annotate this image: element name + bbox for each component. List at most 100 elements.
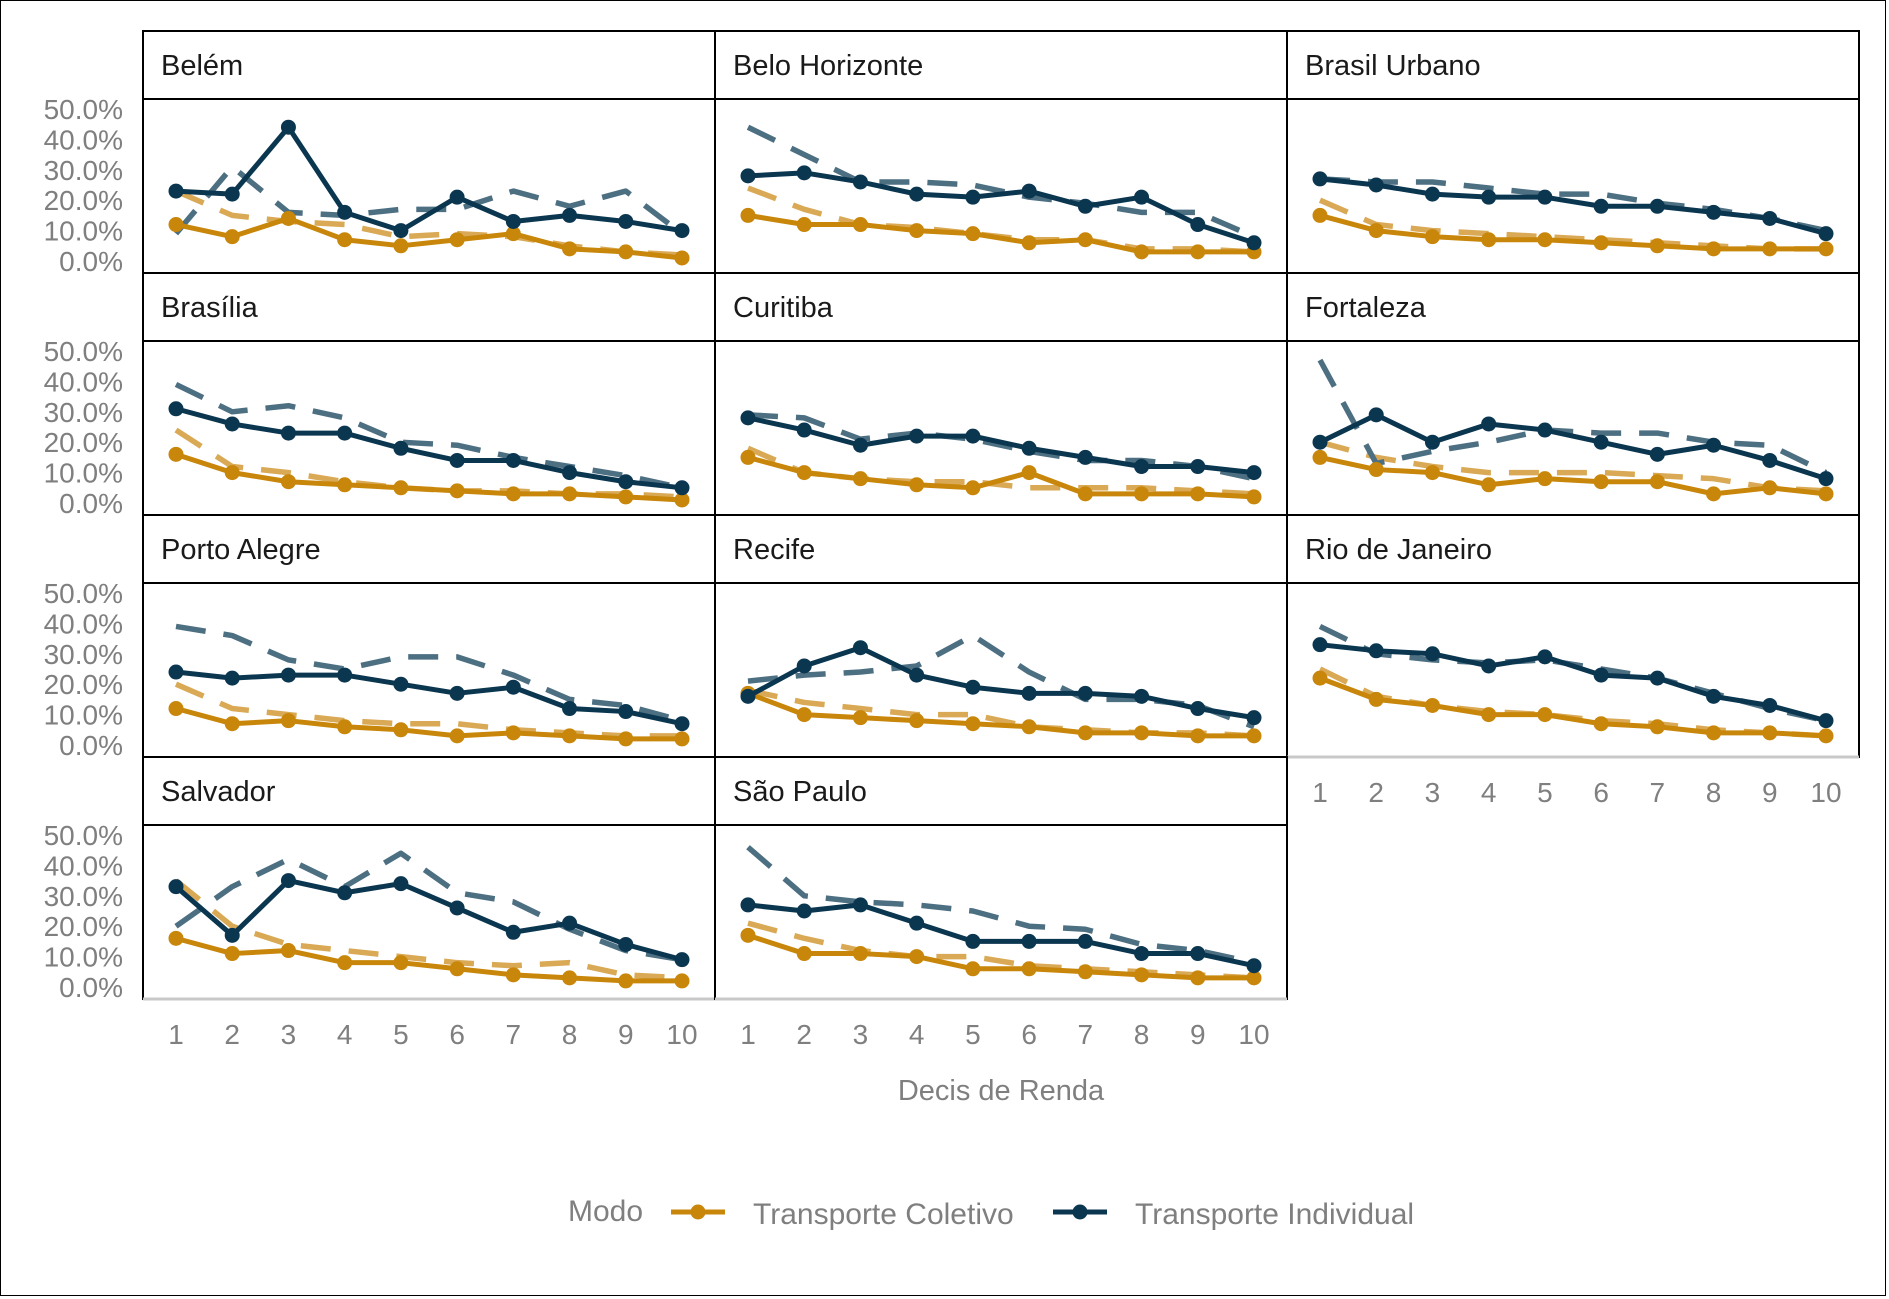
x-tick-label: 2 bbox=[796, 1019, 812, 1050]
data-point-coletivo bbox=[393, 238, 409, 254]
data-point-coletivo bbox=[1537, 232, 1553, 248]
series-line-coletivo bbox=[175, 451, 683, 503]
data-point-coletivo bbox=[1190, 244, 1206, 260]
y-tick-label: 20.0% bbox=[44, 669, 123, 700]
facet-panel: Salvador 0.0%10.0%20.0%30.0%40.0%50.0% 1 2 3… bbox=[44, 756, 716, 1050]
data-point-individual bbox=[1021, 685, 1037, 701]
data-point-individual bbox=[449, 189, 465, 205]
data-point-coletivo bbox=[1649, 719, 1665, 735]
data-point-coletivo bbox=[562, 486, 578, 502]
data-point-coletivo bbox=[1424, 697, 1440, 713]
data-point-coletivo bbox=[1368, 462, 1384, 478]
data-point-individual bbox=[1134, 459, 1150, 475]
x-tick-label: 2 bbox=[1368, 777, 1384, 808]
data-point-coletivo bbox=[1077, 964, 1093, 980]
data-point-individual bbox=[449, 900, 465, 916]
data-point-coletivo bbox=[965, 716, 981, 732]
data-point-coletivo bbox=[1077, 486, 1093, 502]
data-point-coletivo bbox=[1481, 477, 1497, 493]
x-tick-label: 10 bbox=[1810, 777, 1841, 808]
dashed-line-coletivo bbox=[747, 185, 1255, 255]
data-point-individual bbox=[1424, 186, 1440, 202]
data-point-individual bbox=[1593, 434, 1609, 450]
facet-panel: Brasil Urbano bbox=[1286, 30, 1860, 274]
data-point-individual bbox=[1706, 437, 1722, 453]
facet-strip bbox=[1286, 272, 1860, 342]
data-point-individual bbox=[337, 667, 353, 683]
data-point-individual bbox=[618, 474, 634, 490]
y-tick-label: 30.0% bbox=[44, 397, 123, 428]
data-point-coletivo bbox=[1424, 465, 1440, 481]
data-point-individual bbox=[1246, 710, 1262, 726]
data-point-coletivo bbox=[618, 244, 634, 260]
data-point-coletivo bbox=[1246, 970, 1262, 986]
facet-strip bbox=[142, 30, 716, 100]
dashed-line-coletivo bbox=[747, 920, 1255, 981]
x-tick-label: 4 bbox=[1481, 777, 1497, 808]
x-tick-label: 1 bbox=[740, 1019, 756, 1050]
data-point-coletivo bbox=[505, 226, 521, 242]
data-point-individual bbox=[1537, 649, 1553, 665]
data-point-coletivo bbox=[1312, 207, 1328, 223]
data-point-individual bbox=[909, 667, 925, 683]
data-point-individual bbox=[1077, 685, 1093, 701]
x-tick-label: 5 bbox=[393, 1019, 409, 1050]
data-point-coletivo bbox=[674, 973, 690, 989]
data-point-individual bbox=[449, 452, 465, 468]
facet-strip bbox=[714, 30, 1288, 100]
data-point-individual bbox=[224, 416, 240, 432]
data-point-coletivo bbox=[1312, 670, 1328, 686]
data-point-individual bbox=[796, 658, 812, 674]
data-point-coletivo bbox=[1134, 725, 1150, 741]
facet-panel: Recife bbox=[714, 514, 1288, 758]
data-point-coletivo bbox=[796, 707, 812, 723]
dashed-line-coletivo bbox=[746, 445, 1255, 497]
data-point-coletivo bbox=[796, 217, 812, 233]
data-point-coletivo bbox=[852, 217, 868, 233]
series-line-coletivo bbox=[1319, 454, 1827, 497]
data-point-coletivo bbox=[1481, 232, 1497, 248]
data-point-coletivo bbox=[1246, 728, 1262, 744]
data-point-coletivo bbox=[224, 465, 240, 481]
data-point-individual bbox=[1312, 171, 1328, 187]
dashed-line-individual bbox=[746, 845, 1255, 966]
data-point-individual bbox=[909, 186, 925, 202]
data-point-individual bbox=[1762, 210, 1778, 226]
data-point-coletivo bbox=[1593, 474, 1609, 490]
data-point-coletivo bbox=[909, 223, 925, 239]
data-point-individual bbox=[505, 213, 521, 229]
data-point-individual bbox=[224, 670, 240, 686]
series-line-coletivo bbox=[747, 212, 1254, 255]
data-point-individual bbox=[393, 440, 409, 456]
series-line-individual bbox=[174, 878, 683, 963]
data-point-coletivo bbox=[909, 949, 925, 965]
y-tick-label: 50.0% bbox=[44, 336, 123, 367]
data-point-individual bbox=[1649, 670, 1665, 686]
dashed-line-individual bbox=[174, 850, 683, 963]
data-point-coletivo bbox=[393, 955, 409, 971]
data-point-individual bbox=[1481, 658, 1497, 674]
data-point-individual bbox=[1312, 637, 1328, 653]
data-point-coletivo bbox=[618, 489, 634, 505]
y-tick-label: 40.0% bbox=[44, 608, 123, 639]
dashed-line-coletivo bbox=[174, 681, 682, 739]
y-tick-label: 20.0% bbox=[44, 427, 123, 458]
data-point-coletivo bbox=[852, 710, 868, 726]
data-point-coletivo bbox=[1134, 244, 1150, 260]
data-point-individual bbox=[280, 425, 296, 441]
data-point-individual bbox=[1246, 235, 1262, 251]
data-point-individual bbox=[1706, 688, 1722, 704]
series-line-individual bbox=[175, 669, 683, 727]
dashed-line-individual bbox=[747, 632, 1255, 730]
series-line-coletivo bbox=[747, 454, 1255, 500]
y-tick-label: 10.0% bbox=[44, 942, 123, 973]
data-point-coletivo bbox=[965, 226, 981, 242]
facet-title: Recife bbox=[733, 534, 815, 566]
facet-panel: Curitiba bbox=[714, 272, 1288, 516]
data-point-coletivo bbox=[224, 229, 240, 245]
data-point-coletivo bbox=[618, 731, 634, 747]
x-tick-label: 7 bbox=[1078, 1019, 1094, 1050]
data-point-individual bbox=[740, 688, 756, 704]
series-line-individual bbox=[746, 645, 1255, 721]
data-point-individual bbox=[965, 189, 981, 205]
